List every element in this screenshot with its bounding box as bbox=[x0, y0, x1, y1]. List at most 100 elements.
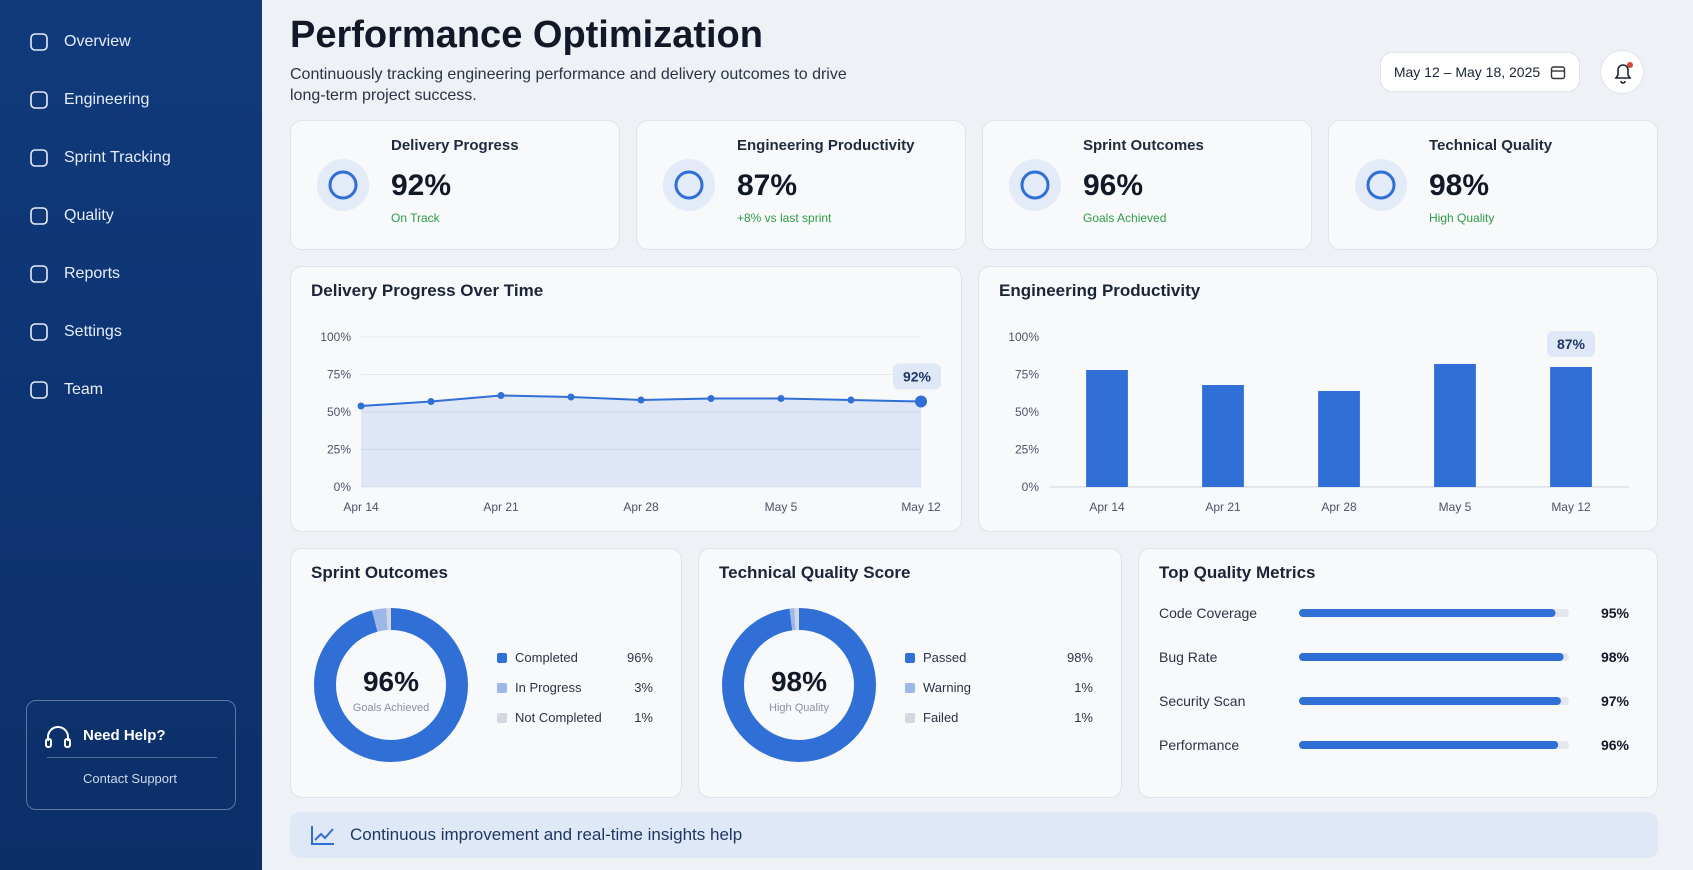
nav-label: Reports bbox=[64, 265, 121, 282]
sidebar: Overview Engineering Sprint Tracking Qualit… bbox=[0, 0, 262, 870]
y-tick-label: 100% bbox=[320, 330, 351, 344]
bar-chart-card: Engineering Productivity 0% 25% 50% 75% 100%… bbox=[978, 266, 1658, 532]
legend-label: Passed bbox=[923, 650, 966, 665]
kpi-card: Delivery Progress 92% On Track bbox=[290, 120, 620, 250]
x-tick-label: May 12 bbox=[901, 500, 941, 514]
bar bbox=[1299, 609, 1556, 617]
kpi-icon bbox=[317, 159, 369, 211]
y-tick-label: 50% bbox=[1015, 405, 1039, 419]
kpi-status: Goals Achieved bbox=[1083, 211, 1167, 225]
nav-item[interactable]: Quality bbox=[28, 196, 238, 236]
nav-label: Quality bbox=[64, 207, 114, 224]
nav-label: Overview bbox=[64, 33, 131, 50]
metric-label: Bug Rate bbox=[1159, 649, 1218, 665]
x-tick-label: Apr 28 bbox=[623, 500, 659, 514]
value-label: 1% bbox=[1074, 680, 1093, 695]
chart-title: Top Quality Metrics bbox=[1159, 563, 1316, 582]
legend-swatch bbox=[497, 653, 507, 663]
bar bbox=[1550, 367, 1592, 487]
icon-shape bbox=[30, 323, 48, 341]
icon-shape bbox=[30, 207, 48, 225]
kpi-label: Sprint Outcomes bbox=[1083, 137, 1204, 154]
date-range: May 12 – May 18, 2025 bbox=[1393, 64, 1541, 80]
nav-item[interactable]: Sprint Tracking bbox=[28, 138, 238, 178]
donut-center-value: 98% bbox=[771, 666, 827, 697]
point bbox=[427, 398, 435, 405]
legend-swatch bbox=[905, 713, 915, 723]
icon-shape bbox=[30, 381, 48, 399]
point bbox=[357, 402, 365, 410]
nav-icon bbox=[30, 207, 48, 225]
kpi-icon bbox=[1009, 159, 1061, 211]
help-link[interactable]: Contact Support bbox=[83, 771, 177, 786]
annotation: 92% bbox=[903, 369, 932, 385]
y-tick-label: 75% bbox=[1015, 368, 1039, 382]
x-tick-label: May 5 bbox=[1439, 500, 1472, 514]
nav-item[interactable]: Team bbox=[28, 370, 238, 410]
kpi-card: Technical Quality 98% High Quality bbox=[1328, 120, 1658, 250]
value-label: 96% bbox=[1601, 737, 1630, 753]
x-tick-label: Apr 14 bbox=[1089, 500, 1125, 514]
value-label: 95% bbox=[1601, 605, 1630, 621]
annotation-box bbox=[893, 363, 941, 390]
legend-label: Completed bbox=[515, 650, 578, 665]
divider bbox=[47, 757, 217, 758]
y-tick-label: 25% bbox=[1015, 443, 1039, 457]
trend-icon bbox=[311, 826, 334, 845]
metric-label: Code Coverage bbox=[1159, 605, 1257, 621]
nav-label: Team bbox=[64, 381, 104, 398]
nav-item[interactable]: Settings bbox=[28, 312, 238, 352]
donut-chart: Completed 96% In Progress 3% Not Completed 1%… bbox=[314, 608, 653, 762]
date-picker[interactable]: May 12 – May 18, 2025 bbox=[1380, 52, 1580, 92]
nav-icon bbox=[30, 323, 48, 341]
nav-icon bbox=[30, 33, 48, 51]
nav-item[interactable]: Engineering bbox=[28, 80, 238, 120]
donut-center-value: 96% bbox=[363, 666, 419, 697]
chart-title: Engineering Productivity bbox=[999, 281, 1201, 300]
annotation-box bbox=[1547, 331, 1595, 357]
help-box[interactable]: Need Help? Contact Support bbox=[26, 700, 236, 810]
nav-icon bbox=[30, 381, 48, 399]
value-label: 1% bbox=[1074, 710, 1093, 725]
x-tick-label: May 5 bbox=[765, 500, 798, 514]
nav-item[interactable]: Overview bbox=[28, 22, 238, 62]
bar bbox=[1086, 370, 1128, 487]
kpi-value: 96% bbox=[1083, 169, 1144, 202]
bar bbox=[1299, 697, 1561, 705]
banner-text: Continuous improvement and real-time ins… bbox=[350, 825, 743, 844]
x-tick-label: Apr 28 bbox=[1321, 500, 1357, 514]
icon-shape bbox=[30, 149, 48, 167]
kpi-value: 98% bbox=[1429, 169, 1490, 202]
kpi-label: Engineering Productivity bbox=[737, 137, 915, 154]
icon-bg bbox=[663, 159, 715, 211]
value-label: 97% bbox=[1601, 693, 1630, 709]
icon-ring bbox=[674, 170, 704, 200]
page-subtitle: Continuously tracking engineering perfor… bbox=[290, 66, 847, 104]
point bbox=[567, 393, 575, 401]
legend-swatch bbox=[905, 683, 915, 693]
point bbox=[915, 395, 927, 408]
kpi-label: Delivery Progress bbox=[391, 137, 519, 154]
nav-label: Settings bbox=[64, 323, 122, 340]
legend-label: Not Completed bbox=[515, 710, 602, 725]
kpi-value: 87% bbox=[737, 169, 798, 202]
icon-ring bbox=[328, 170, 358, 200]
donut-card: Technical Quality Score Passed 98% Warning… bbox=[698, 548, 1122, 798]
legend-swatch bbox=[905, 653, 915, 663]
x-tick-label: Apr 21 bbox=[1205, 500, 1241, 514]
notifications-button[interactable] bbox=[1600, 50, 1644, 94]
icon-ring bbox=[1366, 170, 1396, 200]
nav-item[interactable]: Reports bbox=[28, 254, 238, 294]
point bbox=[707, 395, 715, 402]
point bbox=[847, 396, 855, 404]
donut-chart: Passed 98% Warning 1% Failed 1% 98% High Qualit… bbox=[722, 608, 1093, 762]
y-tick-label: 0% bbox=[334, 480, 352, 494]
donut-center-label: High Quality bbox=[769, 702, 829, 714]
help-title: Need Help? bbox=[83, 727, 166, 744]
metric-label: Performance bbox=[1159, 737, 1239, 753]
bar bbox=[1299, 653, 1564, 661]
kpi-label: Technical Quality bbox=[1429, 137, 1553, 154]
nav-label: Sprint Tracking bbox=[64, 149, 171, 166]
value-label: 98% bbox=[1067, 650, 1093, 665]
icon-shape bbox=[30, 91, 48, 109]
